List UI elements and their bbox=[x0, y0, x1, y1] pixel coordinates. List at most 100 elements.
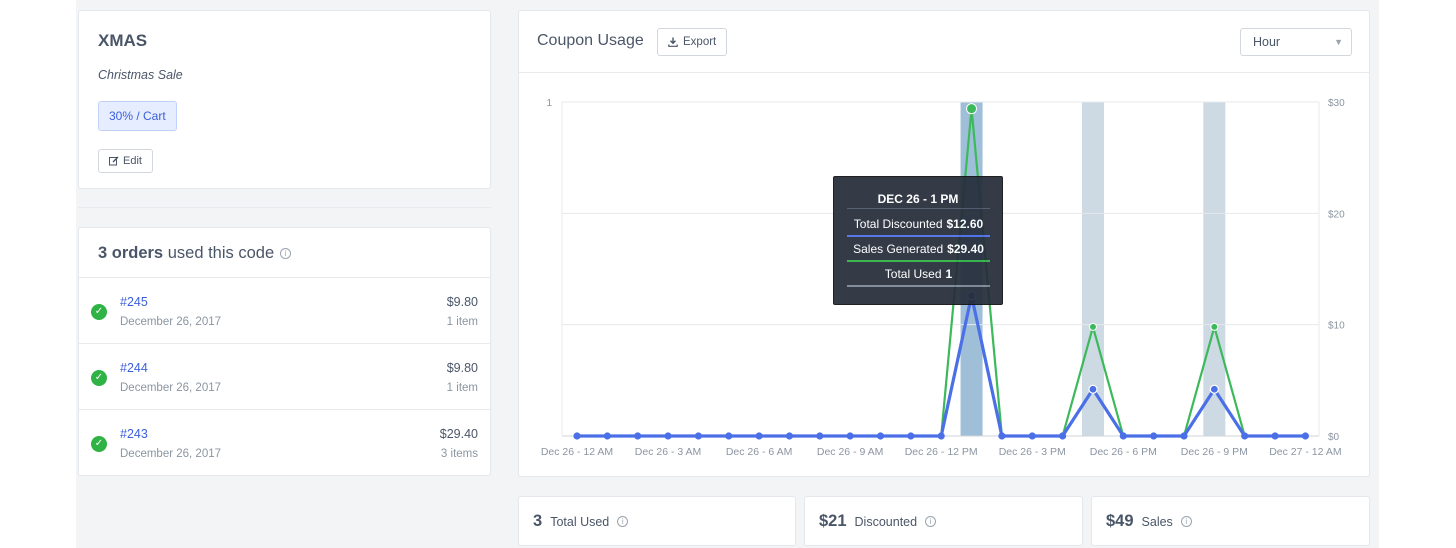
tooltip-label: Total Discounted bbox=[853, 217, 943, 231]
chevron-down-icon: ▼ bbox=[1334, 37, 1343, 47]
x-axis-tick: Dec 26 - 6 PM bbox=[1090, 446, 1157, 458]
list-item: ✓ #243 December 26, 2017 $29.40 3 items bbox=[79, 409, 490, 475]
discounted-point bbox=[816, 432, 824, 440]
orders-list: ✓ #245 December 26, 2017 $9.80 1 item ✓ … bbox=[79, 277, 490, 475]
chart-header: Coupon Usage Export Hour ▼ bbox=[519, 11, 1369, 73]
tooltip-divider bbox=[847, 208, 990, 209]
chart-tooltip: DEC 26 - 1 PM Total Discounted $12.60 Sal… bbox=[833, 176, 1003, 305]
stat-value: $21 bbox=[819, 512, 847, 530]
order-link[interactable]: #244 bbox=[120, 361, 148, 375]
x-axis-tick: Dec 26 - 3 AM bbox=[635, 446, 702, 458]
tooltip-label: Total Used bbox=[884, 267, 942, 281]
order-date: December 26, 2017 bbox=[120, 316, 222, 328]
used-bar bbox=[1203, 102, 1226, 436]
tooltip-row-discounted: Total Discounted $12.60 bbox=[847, 217, 990, 237]
discounted-point bbox=[1059, 432, 1067, 440]
used-bar bbox=[1081, 102, 1104, 436]
discounted-point bbox=[1271, 432, 1279, 440]
stat-card-discounted: $21 Discounted i bbox=[804, 496, 1083, 546]
discounted-point bbox=[907, 432, 915, 440]
coupon-usage-card: Coupon Usage Export Hour ▼ 1 $30 $20 $10 $0 D… bbox=[518, 10, 1370, 477]
coupon-description: Christmas Sale bbox=[98, 68, 183, 82]
edit-button[interactable]: Edit bbox=[98, 149, 153, 173]
tooltip-row-sales: Sales Generated $29.40 bbox=[847, 242, 990, 262]
sales-point bbox=[966, 103, 978, 115]
order-date: December 26, 2017 bbox=[120, 382, 222, 394]
sales-point bbox=[1088, 322, 1097, 331]
discounted-point bbox=[846, 432, 854, 440]
download-icon bbox=[668, 37, 678, 47]
stat-card-total-used: 3 Total Used i bbox=[518, 496, 796, 546]
tooltip-value: $29.40 bbox=[947, 242, 984, 256]
orders-header-suffix: used this code bbox=[167, 244, 275, 262]
discounted-point bbox=[694, 432, 702, 440]
discounted-point bbox=[876, 432, 885, 440]
list-item: ✓ #244 December 26, 2017 $9.80 1 item bbox=[79, 343, 490, 409]
order-link[interactable]: #243 bbox=[120, 427, 148, 441]
edit-icon bbox=[109, 156, 119, 166]
orders-card: 3 orders used this code i ✓ #245 Decembe… bbox=[78, 227, 491, 476]
edit-label: Edit bbox=[123, 155, 142, 167]
stat-label: Discounted bbox=[854, 514, 918, 529]
order-item-count: 1 item bbox=[446, 316, 478, 328]
order-item-count: 1 item bbox=[446, 382, 478, 394]
section-divider bbox=[78, 207, 491, 208]
x-axis-tick: Dec 26 - 9 AM bbox=[817, 446, 884, 458]
tooltip-label: Sales Generated bbox=[853, 242, 944, 256]
order-date: December 26, 2017 bbox=[120, 448, 222, 460]
export-button[interactable]: Export bbox=[657, 28, 728, 56]
orders-count: 3 orders bbox=[98, 244, 164, 262]
x-axis-tick: Dec 26 - 3 PM bbox=[999, 446, 1066, 458]
stat-value: $49 bbox=[1106, 512, 1134, 530]
tooltip-title: DEC 26 - 1 PM bbox=[877, 192, 959, 206]
discounted-point bbox=[1241, 432, 1249, 440]
info-icon[interactable]: i bbox=[280, 248, 292, 259]
info-icon[interactable]: i bbox=[617, 516, 629, 527]
x-axis-tick: Dec 27 - 12 AM bbox=[1269, 446, 1341, 458]
orders-header: 3 orders used this code i bbox=[98, 244, 292, 263]
check-icon: ✓ bbox=[91, 370, 107, 386]
x-axis-tick: Dec 26 - 6 AM bbox=[726, 446, 793, 458]
x-axis-tick: Dec 26 - 12 PM bbox=[905, 446, 978, 458]
chart-title: Coupon Usage bbox=[537, 32, 644, 49]
right-axis-tick: $20 bbox=[1328, 209, 1345, 220]
list-item: ✓ #245 December 26, 2017 $9.80 1 item bbox=[79, 277, 490, 343]
discounted-point bbox=[1150, 432, 1158, 440]
discounted-point bbox=[1301, 432, 1309, 440]
coupon-code: XMAS bbox=[98, 31, 148, 50]
order-amount: $29.40 bbox=[439, 427, 478, 441]
discounted-point bbox=[573, 432, 581, 440]
discounted-point bbox=[1180, 432, 1188, 440]
coupon-card: XMAS Christmas Sale 30% / Cart Edit bbox=[78, 10, 491, 189]
order-item-count: 3 items bbox=[440, 448, 478, 460]
discounted-point bbox=[1028, 432, 1036, 440]
order-amount: $9.80 bbox=[446, 361, 478, 375]
stat-card-sales: $49 Sales i bbox=[1091, 496, 1370, 546]
order-link[interactable]: #245 bbox=[120, 295, 148, 309]
tooltip-value: $12.60 bbox=[946, 217, 984, 231]
discounted-line bbox=[577, 294, 1306, 438]
discounted-point bbox=[755, 432, 763, 440]
discounted-point bbox=[664, 432, 672, 440]
discounted-point bbox=[603, 432, 611, 440]
info-icon[interactable]: i bbox=[925, 516, 937, 527]
discounted-point bbox=[1088, 384, 1098, 394]
discounted-point bbox=[937, 432, 945, 440]
discount-badge: 30% / Cart bbox=[98, 101, 177, 131]
discounted-point bbox=[785, 432, 794, 440]
check-icon: ✓ bbox=[91, 304, 107, 320]
right-axis-tick: $0 bbox=[1328, 432, 1340, 443]
info-icon[interactable]: i bbox=[1180, 516, 1192, 527]
stat-value: 3 bbox=[533, 512, 543, 530]
x-axis-tick: Dec 26 - 12 AM bbox=[541, 446, 613, 458]
right-axis-tick: $10 bbox=[1328, 321, 1345, 332]
right-axis-tick: $30 bbox=[1328, 98, 1345, 109]
tooltip-row-used: Total Used 1 bbox=[847, 267, 990, 287]
order-amount: $9.80 bbox=[446, 295, 478, 309]
interval-value: Hour bbox=[1253, 35, 1281, 49]
stat-label: Sales bbox=[1141, 514, 1173, 529]
export-label: Export bbox=[683, 36, 717, 48]
interval-select[interactable]: Hour ▼ bbox=[1240, 28, 1352, 56]
check-icon: ✓ bbox=[91, 436, 107, 452]
discounted-point bbox=[998, 432, 1006, 440]
